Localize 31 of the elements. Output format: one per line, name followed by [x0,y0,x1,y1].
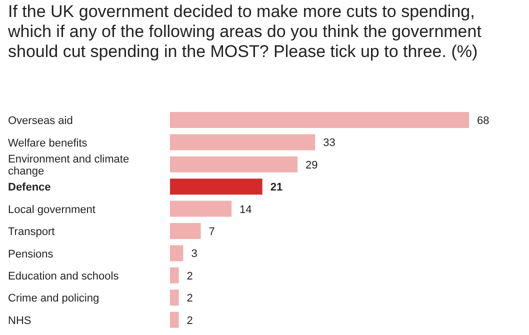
y-tick-label: Welfare benefits [8,137,88,150]
data-label: 29 [306,159,318,172]
data-label: 21 [270,182,283,194]
bar [170,112,469,128]
bar [170,312,179,328]
bar [170,134,316,150]
data-label: 33 [323,137,336,150]
y-tick-label: Pensions [8,248,54,260]
bar [170,290,179,306]
y-tick-label: NHS [8,314,32,327]
chart-title: If the UK government decided to make more cuts to spending, which if any of the following areas do you think the government should cut spending in the MOST? Please tick up to three. (%) [7,1,482,63]
bar [170,200,232,217]
y-tick-label: Defence [8,182,51,194]
bar [170,267,179,284]
bar [170,223,201,239]
data-label: 2 [186,270,193,282]
data-label: 7 [208,226,215,238]
bar [170,178,262,195]
y-tick-label: Transport [8,226,55,238]
y-tick-label: Environment and climate change [8,154,130,178]
y-tick-label: Crime and policing [8,292,100,305]
y-tick-label: Overseas aid [8,115,73,128]
data-label: 2 [186,292,193,305]
data-label: 2 [186,314,193,327]
y-tick-label: Local government [8,204,96,216]
data-label: 3 [191,248,198,260]
data-label: 14 [240,204,252,216]
data-label: 68 [477,115,490,127]
y-tick-label: Education and schools [8,270,120,282]
bar [170,245,184,262]
bar [170,156,298,172]
